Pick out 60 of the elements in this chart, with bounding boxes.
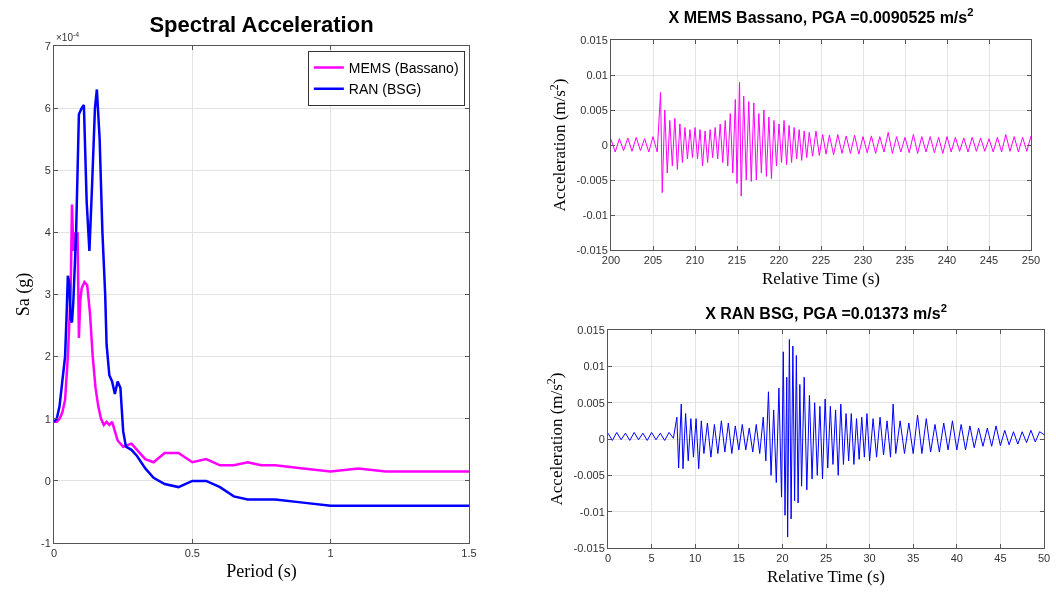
y-tick-label: 0.01 [583,360,605,373]
line-series [611,81,1031,197]
x-tick-label: 250 [1021,254,1041,267]
y-tick-label: 7 [44,39,51,52]
chart-title: X MEMS Bassano, PGA =0.0090525 m/s$^{2}$ [668,6,974,27]
x-tick-label: 10 [689,552,702,565]
x-tick-label: 40 [950,552,963,565]
y-tick-label: 0.015 [580,33,608,46]
x-tick-label: 225 [811,254,831,267]
y-tick-label: 1 [44,412,51,425]
x-tick-label: 35 [907,552,920,565]
x-tick-label: 20 [776,552,789,565]
x-axis-title: Relative Time (s) [766,566,886,586]
x-tick-label: 240 [937,254,957,267]
x-tick-label: 1.5 [461,547,477,560]
x-tick-label: 210 [685,254,705,267]
x-tick-label: 220 [769,254,789,267]
x-tick-label: 215 [727,254,747,267]
y-tick-label: 2 [44,350,51,363]
text: ×10$^{-4}$ [56,31,80,44]
line-series [608,338,1044,538]
legend-label: RAN (BSG) [348,81,422,98]
y-tick-label: 0 [598,432,605,445]
y-tick-label: -0.005 [576,173,608,186]
y-axis-title: Sa (g) [13,272,35,317]
x-tick-label: 230 [853,254,873,267]
chart-title: Spectral Acceleration [149,11,374,37]
x-tick-label: 200 [601,254,621,267]
legend-label: MEMS (Bassano) [348,60,459,77]
y-tick-label: -0.01 [579,505,605,518]
x-axis-title: Period (s) [226,561,297,583]
y-tick-label: 0 [44,474,51,487]
x-tick-label: 0.5 [184,547,200,560]
x-tick-label: 15 [732,552,745,565]
x-tick-label: 30 [863,552,876,565]
x-tick-label: 50 [1037,552,1051,565]
x-tick-label: 25 [819,552,833,565]
y-tick-label: -0.015 [576,243,608,256]
y-tick-label: 0.015 [577,323,605,336]
x-tick-label: 245 [979,254,999,267]
y-tick-label: 6 [44,101,51,114]
y-tick-label: -1 [41,536,51,549]
x-tick-label: 1 [327,547,334,560]
y-tick-label: 4 [44,226,51,239]
y-tick-label: 0.005 [577,396,605,409]
line-series [54,203,469,473]
chart-title: X RAN BSG, PGA =0.01373 m/s$^{2}$ [705,302,947,323]
x-axis-title: Relative Time (s) [761,268,881,288]
y-tick-label: -0.015 [573,541,605,554]
y-tick-label: 3 [44,288,51,301]
x-tick-label: 235 [895,254,915,267]
y-tick-label: -0.005 [573,469,605,482]
y-tick-label: 0.005 [580,103,608,116]
y-tick-label: -0.01 [582,208,608,221]
x-tick-label: 45 [994,552,1007,565]
y-tick-label: 5 [44,164,51,177]
x-tick-label: 205 [643,254,663,267]
x-tick-label: 5 [648,552,655,565]
y-tick-label: 0 [601,138,608,151]
y-tick-label: 0.01 [586,68,608,81]
